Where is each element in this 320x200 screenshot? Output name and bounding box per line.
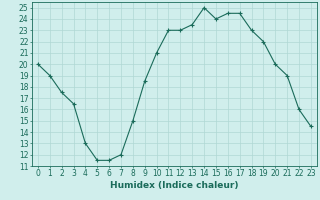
X-axis label: Humidex (Indice chaleur): Humidex (Indice chaleur): [110, 181, 239, 190]
